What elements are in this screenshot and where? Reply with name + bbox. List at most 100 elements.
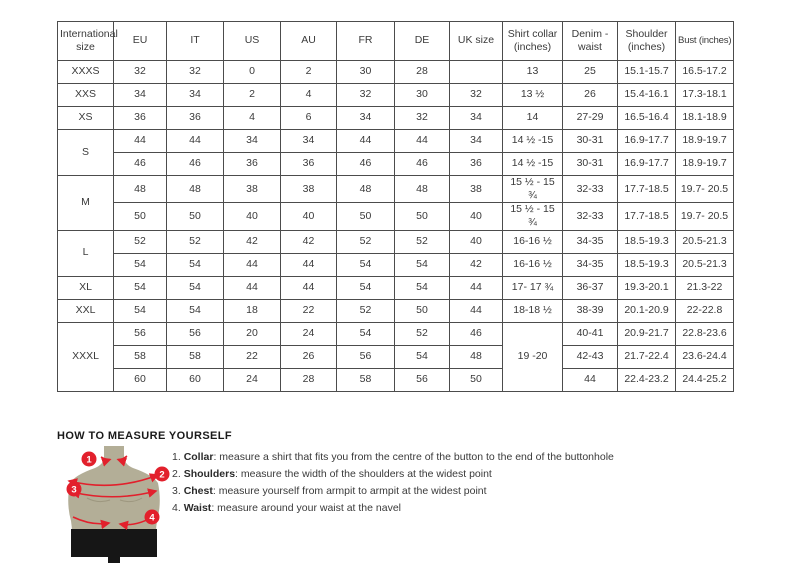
figure-marker-1: 1 (81, 451, 97, 467)
table-row: XXXL 56 56 20 24 54 52 46 19 -20 40-41 20.9-21.7 22… (57, 321, 734, 392)
international-size-cell: L (57, 229, 114, 277)
table-row: 58 58 22 26 56 54 48 42-43 21.7-22.4 23.6-24.4 (58, 344, 734, 369)
size-value-cell: 42 (449, 252, 503, 277)
mannequin-shorts (71, 529, 157, 563)
step-label: Waist (183, 502, 212, 514)
size-value-cell: 34 (166, 83, 224, 107)
size-value-cell: 52 (336, 229, 395, 254)
size-value-cell: 19.7- 20.5 (675, 202, 734, 231)
figure-marker-3: 3 (66, 481, 82, 497)
size-value-cell: 44 (449, 275, 503, 300)
international-size-cell: XXL (57, 298, 114, 323)
size-value-cell: 4 (223, 106, 281, 130)
size-value-cell: 56 (113, 321, 167, 346)
size-value-cell: 18.9-19.7 (675, 129, 734, 153)
size-value-cell: 6 (280, 106, 337, 130)
size-value-cell: 48 (113, 174, 167, 204)
size-table-header-row: International size EU IT US AU FR DE UK size Shi… (57, 21, 734, 61)
column-header: Shirt collar (inches) (502, 21, 563, 61)
column-header: EU (113, 21, 167, 61)
step-text: : measure yourself from armpit to armpit… (212, 485, 487, 497)
size-value-cell: 50 (113, 202, 167, 231)
size-value-cell: 58 (336, 367, 395, 392)
size-value-cell: 54 (336, 321, 395, 346)
table-row: L 52 52 42 42 52 52 40 16-16 ½ 34-35 18.5-19.3 20.5… (57, 229, 734, 277)
size-value-cell: 16-16 ½ (502, 252, 563, 277)
size-value-cell: 20.9-21.7 (617, 321, 676, 346)
table-row: XXL 54 54 18 22 52 50 44 18-18 ½ 38-39 20.1-20.9 22… (57, 298, 734, 323)
size-value-cell: 16.9-17.7 (617, 152, 676, 176)
size-value-cell: 50 (166, 202, 224, 231)
size-value-cell: 4 (280, 83, 337, 107)
size-value-cell: 54 (336, 252, 395, 277)
size-value-cell: 34 (113, 83, 167, 107)
table-row: M 48 48 38 38 48 48 38 15 ½ - 15 ¾ 32-33 17.7-18.5… (57, 174, 734, 231)
step-text: : measure around your waist at the navel (211, 502, 401, 514)
size-value-cell: 19.7- 20.5 (675, 174, 734, 204)
size-value-cell: 56 (394, 367, 450, 392)
size-value-cell: 60 (113, 367, 167, 392)
size-value-cell: 36 (280, 152, 337, 176)
size-value-cell: 26 (280, 344, 337, 369)
size-value-cell: 14 ½ -15 (502, 152, 563, 176)
size-value-cell: 44 (394, 129, 450, 153)
svg-text:2: 2 (159, 470, 164, 481)
size-value-cell: 13 (502, 60, 563, 84)
table-row: 46 46 36 36 46 46 36 14 ½ -15 30-31 16.9-17.7 18.9… (58, 152, 734, 176)
size-value-cell: 17.3-18.1 (675, 83, 734, 107)
size-value-cell: 58 (113, 344, 167, 369)
size-value-cell: 22.4-23.2 (617, 367, 676, 392)
size-value-cell: 36-37 (562, 275, 618, 300)
size-value-cell: 18.9-19.7 (675, 152, 734, 176)
svg-text:3: 3 (71, 485, 76, 496)
size-value-cell: 30-31 (562, 129, 618, 153)
measure-step: 1. Collar: measure a shirt that fits you… (172, 449, 614, 466)
size-value-cell: 50 (336, 202, 395, 231)
size-value-cell: 36 (166, 106, 224, 130)
size-value-cell: 44 (562, 367, 618, 392)
size-value-cell: 30-31 (562, 152, 618, 176)
measure-steps: 1. Collar: measure a shirt that fits you… (172, 449, 614, 517)
size-value-cell: 48 (336, 174, 395, 204)
size-value-cell: 36 (223, 152, 281, 176)
size-value-cell: 16.9-17.7 (617, 129, 676, 153)
size-value-cell: 46 (449, 321, 503, 346)
size-value-cell: 44 (280, 275, 337, 300)
size-value-cell: 48 (449, 344, 503, 369)
size-value-cell: 32 (394, 106, 450, 130)
column-header: International size (57, 21, 118, 61)
size-value-cell: 19.3-20.1 (617, 275, 676, 300)
size-value-cell: 48 (394, 174, 450, 204)
table-row: 60 60 24 28 58 56 50 44 22.4-23.2 24.4-25.2 (58, 367, 734, 392)
size-value-cell (449, 60, 503, 84)
table-row: S 44 44 34 34 44 44 34 14 ½ -15 30-31 16.9-17.7 18.… (57, 129, 734, 176)
size-value-cell: 54 (336, 275, 395, 300)
size-value-cell: 54 (113, 298, 167, 323)
size-value-cell: 17.7-18.5 (617, 202, 676, 231)
size-value-cell: 52 (166, 229, 224, 254)
column-header: US (223, 21, 281, 61)
international-size-cell: XS (57, 106, 114, 130)
size-value-cell: 27-29 (562, 106, 618, 130)
size-value-cell: 30 (394, 83, 450, 107)
size-value-cell: 38-39 (562, 298, 618, 323)
size-value-cell: 52 (394, 229, 450, 254)
size-value-cell: 44 (449, 298, 503, 323)
figure-marker-4: 4 (144, 509, 160, 525)
size-value-cell: 60 (166, 367, 224, 392)
size-value-cell: 34-35 (562, 229, 618, 254)
international-size-cell: XXXL (57, 321, 114, 392)
size-value-cell: 58 (166, 344, 224, 369)
size-value-cell: 42-43 (562, 344, 618, 369)
size-value-cell: 21.7-22.4 (617, 344, 676, 369)
international-size-cell: XXXS (57, 60, 114, 84)
size-value-cell: 56 (166, 321, 224, 346)
size-value-cell: 32 (113, 60, 167, 84)
size-value-cell: 42 (280, 229, 337, 254)
size-value-cell: 34-35 (562, 252, 618, 277)
step-label: Collar (183, 451, 214, 463)
size-value-cell: 34 (336, 106, 395, 130)
figure-marker-2: 2 (154, 466, 170, 482)
size-value-cell: 42 (223, 229, 281, 254)
size-value-cell: 18.1-18.9 (675, 106, 734, 130)
